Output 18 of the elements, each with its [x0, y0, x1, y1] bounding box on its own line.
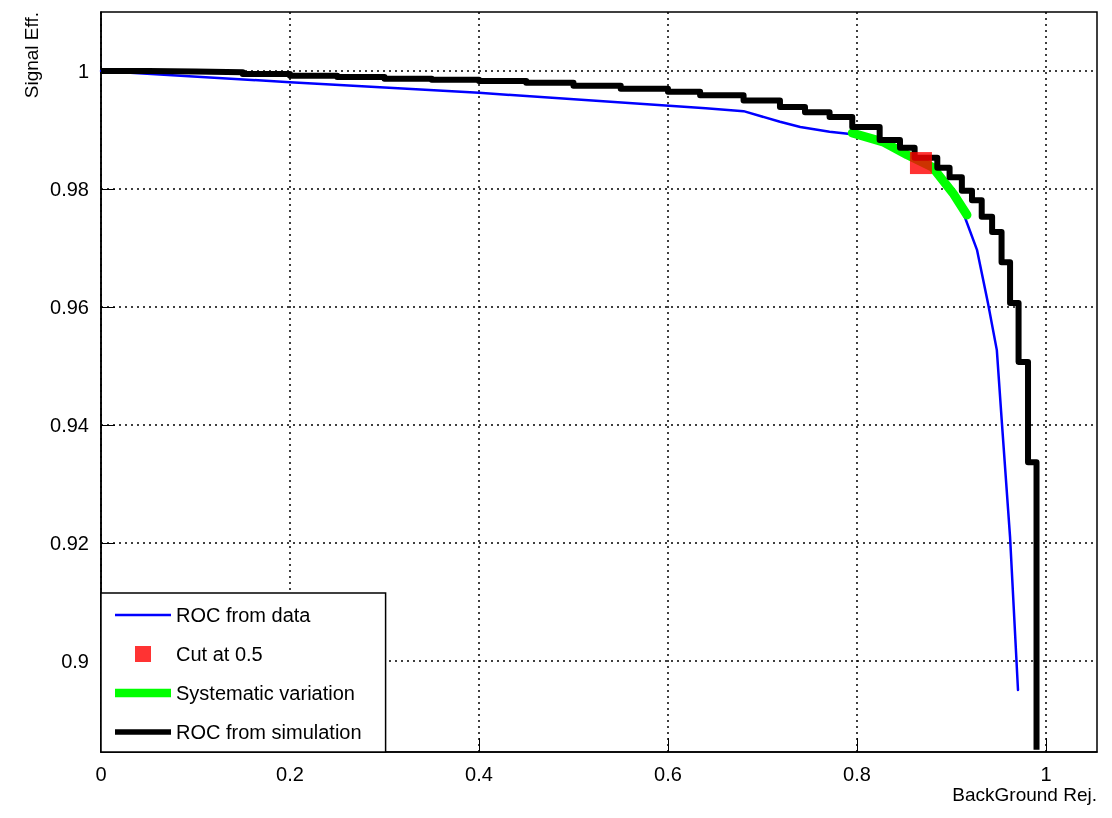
y-tick-label: 1: [77, 60, 89, 83]
legend-label: ROC from data: [176, 604, 312, 626]
x-axis-title: BackGround Rej.: [952, 784, 1097, 805]
legend-label: Systematic variation: [176, 682, 355, 704]
x-tick-label: 0.2: [276, 763, 304, 785]
x-tick-label: 0.4: [465, 763, 493, 785]
x-tick-label: 1: [1040, 763, 1052, 785]
y-axis-title: Signal Eff.: [21, 12, 42, 99]
y-tick-label: 0.98: [50, 178, 89, 201]
x-tick-label: 0: [95, 763, 107, 785]
x-tick-label: 0.6: [654, 763, 682, 785]
legend-label: ROC from simulation: [176, 721, 362, 743]
y-tick-label: 0.92: [50, 532, 89, 555]
y-tick-label: 0.96: [50, 296, 89, 319]
y-tick-label: 0.94: [50, 414, 89, 437]
legend-label: Cut at 0.5: [176, 643, 263, 665]
y-tick-label: 0.9: [61, 650, 89, 673]
x-tick-label: 0.8: [843, 763, 871, 785]
